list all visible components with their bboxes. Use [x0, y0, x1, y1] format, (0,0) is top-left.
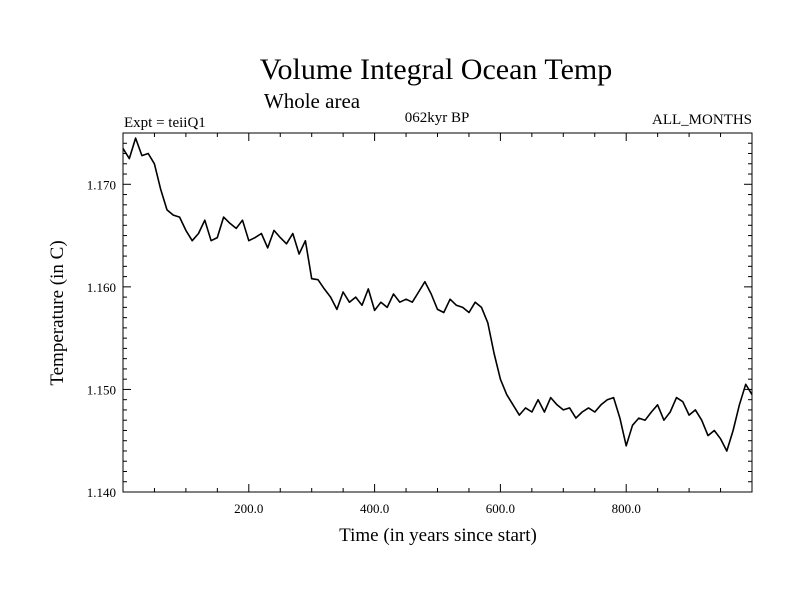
x-axis: 200.0 400.0 600.0 800.0 — [153, 133, 722, 516]
y-tick-label: 1.140 — [87, 485, 116, 500]
x-tick-label: 600.0 — [486, 501, 515, 516]
series-line — [122, 137, 753, 452]
experiment-label: Expt = teiiQ1 — [124, 115, 206, 131]
chart-subtitle: Whole area — [264, 89, 361, 113]
y-axis-label: Temperature (in C) — [47, 240, 68, 385]
series-line-group — [122, 137, 753, 452]
period-label: 062kyr BP — [405, 110, 470, 126]
x-tick-label: 400.0 — [360, 501, 389, 516]
y-tick-label: 1.150 — [87, 382, 116, 397]
y-tick-label: 1.170 — [87, 177, 116, 192]
plot-frame — [122, 132, 753, 493]
x-tick-label: 200.0 — [234, 501, 263, 516]
x-tick-label: 800.0 — [612, 501, 641, 516]
y-tick-label: 1.160 — [87, 280, 116, 295]
months-label: ALL_MONTHS — [652, 112, 752, 128]
chart-title: Volume Integral Ocean Temp — [260, 53, 613, 86]
y-axis: 1.140 1.150 1.160 1.170 — [87, 142, 752, 500]
x-axis-label: Time (in years since start) — [339, 525, 537, 546]
